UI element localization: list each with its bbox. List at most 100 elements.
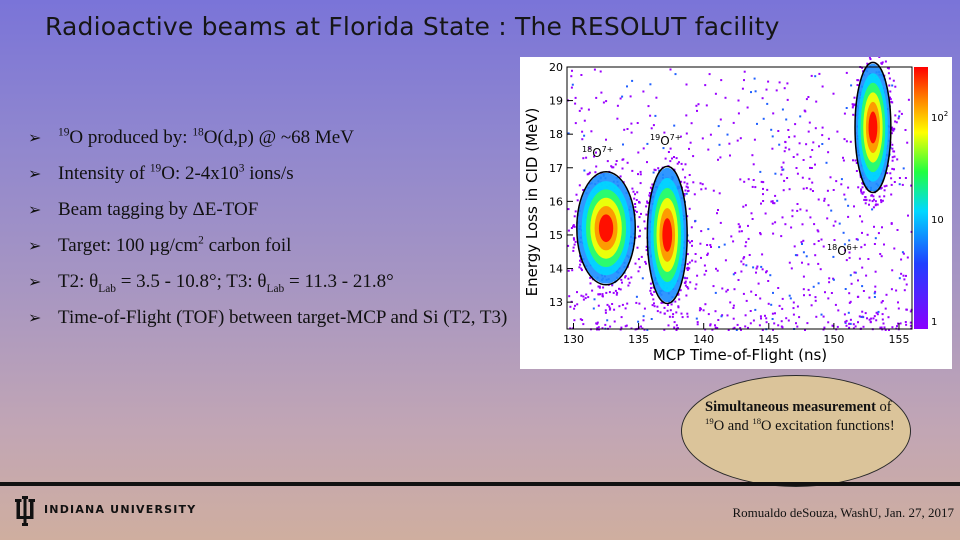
scatter-point — [744, 314, 747, 317]
scatter-point — [879, 253, 882, 255]
scatter-point — [622, 143, 624, 146]
scatter-point — [801, 176, 804, 179]
scatter-point — [809, 155, 812, 158]
scatter-point — [571, 269, 574, 272]
scatter-point — [714, 291, 717, 294]
scatter-point — [737, 279, 740, 281]
scatter-point — [807, 130, 810, 133]
scatter-point — [802, 275, 805, 278]
scatter-point — [714, 326, 717, 329]
scatter-point — [756, 122, 758, 125]
scatter-point — [696, 109, 698, 112]
scatter-point — [596, 322, 599, 325]
scatter-point — [813, 223, 816, 226]
scatter-point — [772, 328, 774, 331]
scatter-point — [567, 244, 570, 247]
scatter-point — [809, 166, 811, 169]
scatter-point — [602, 101, 605, 104]
scatter-point — [685, 132, 688, 135]
scatter-point — [885, 293, 888, 296]
cluster-point — [894, 120, 897, 123]
cluster-point — [878, 195, 881, 198]
scatter-point — [874, 285, 877, 288]
scatter-point — [572, 225, 574, 228]
cluster-point — [638, 201, 641, 204]
cluster-point — [683, 194, 686, 197]
scatter-point — [805, 143, 808, 146]
scatter-point — [748, 254, 751, 256]
cluster-point — [598, 285, 601, 288]
scatter-point — [622, 158, 625, 161]
scatter-point — [694, 260, 697, 263]
scatter-point — [726, 133, 729, 136]
scatter-point — [760, 202, 762, 205]
scatter-point — [696, 274, 699, 277]
scatter-point — [642, 90, 645, 93]
scatter-point — [759, 233, 762, 236]
x-tick-label: 150 — [823, 333, 844, 346]
cluster-point — [853, 103, 856, 106]
scatter-point — [795, 167, 798, 169]
cluster-point — [664, 157, 667, 160]
scatter-point — [720, 79, 723, 82]
cluster-point — [634, 209, 637, 212]
cluster-point — [686, 186, 689, 189]
bullet-item: ➢ T2: θLab = 3.5 - 10.8°; T3: θLab = 11.… — [28, 264, 518, 300]
scatter-point — [790, 267, 793, 270]
scatter-point — [650, 127, 653, 130]
scatter-point — [850, 282, 853, 285]
cluster-point — [684, 281, 687, 284]
scatter-point — [873, 296, 876, 298]
scatter-point — [877, 310, 880, 313]
scatter-point — [597, 304, 600, 307]
scatter-point — [604, 311, 607, 314]
scatter-point — [747, 326, 749, 329]
scatter-point — [876, 313, 879, 316]
scatter-point — [776, 199, 779, 202]
scatter-point — [770, 200, 773, 203]
cluster-point — [631, 187, 634, 190]
scatter-point — [662, 147, 665, 150]
scatter-point — [606, 303, 609, 306]
scatter-point — [639, 173, 642, 176]
scatter-point — [903, 278, 906, 281]
cluster-point — [589, 276, 592, 279]
scatter-point — [583, 134, 586, 137]
cluster-contour — [646, 165, 688, 305]
scatter-point — [894, 85, 897, 88]
scatter-point — [567, 229, 570, 232]
scatter-point — [709, 244, 712, 246]
scatter-point — [809, 216, 812, 219]
cluster-point — [686, 253, 689, 256]
scatter-point — [637, 320, 640, 323]
cluster-point — [677, 305, 680, 308]
scatter-point — [858, 315, 861, 318]
scatter-point — [796, 305, 799, 308]
scatter-point — [582, 157, 585, 160]
scatter-point — [821, 126, 824, 129]
scatter-point — [793, 245, 796, 248]
scatter-point — [815, 315, 818, 318]
footer-credit: Romualdo deSouza, WashU, Jan. 27, 2017 — [732, 505, 955, 520]
scatter-point — [574, 304, 576, 307]
scatter-point — [580, 261, 583, 263]
scatter-point — [807, 288, 810, 291]
scatter-point — [744, 204, 747, 207]
scatter-point — [810, 167, 813, 169]
scatter-point — [582, 298, 585, 301]
scatter-point — [578, 109, 581, 112]
scatter-point — [778, 81, 781, 84]
scatter-point — [897, 301, 899, 304]
scatter-point — [710, 246, 712, 248]
scatter-point — [862, 191, 865, 194]
cluster-point — [572, 246, 575, 249]
scatter-point — [803, 109, 806, 112]
cluster-point — [574, 210, 577, 213]
scatter-point — [744, 245, 747, 248]
scatter-point — [596, 321, 599, 324]
cluster-point — [671, 315, 674, 318]
scatter-point — [857, 279, 859, 282]
scatter-point — [699, 308, 702, 311]
scatter-point — [848, 292, 851, 295]
scatter-point — [783, 150, 786, 153]
